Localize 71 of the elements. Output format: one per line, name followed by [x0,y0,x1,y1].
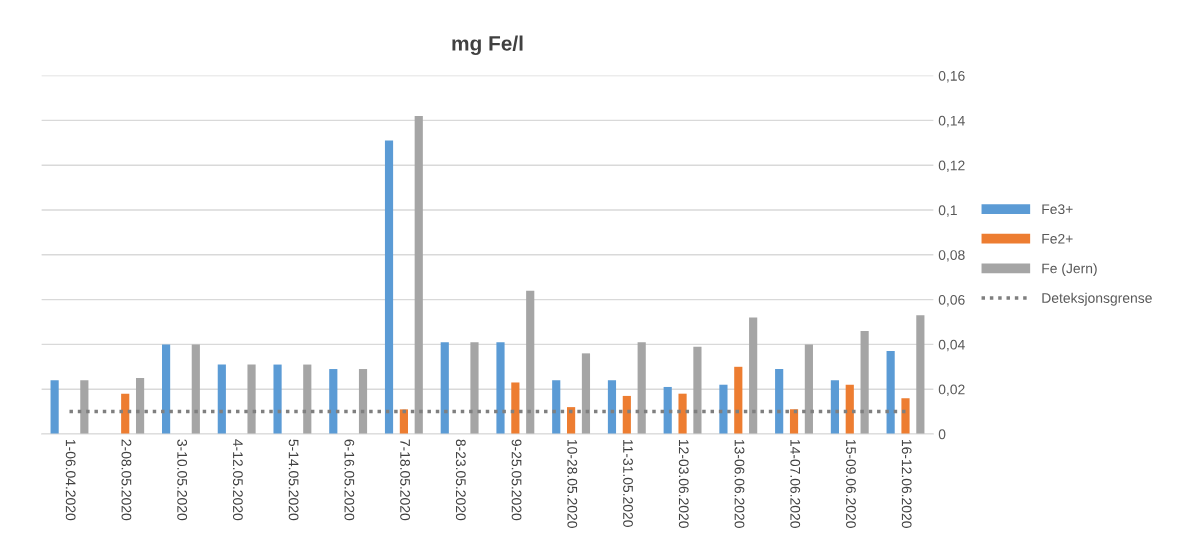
x-tick-label: 14-07.06.2020 [790,439,801,528]
bar [581,353,591,434]
bar [860,330,869,434]
x-tick-label: 11-31.05.2020 [623,439,633,527]
chart-title: mg Fe/l [452,35,523,56]
bar [247,364,256,434]
bar [511,382,520,434]
bar [719,384,728,434]
x-tick-label: 6-16.05.2020 [344,439,355,521]
bar [637,342,646,434]
legend-label: Fe3+ [1042,204,1073,215]
x-tick-label: 10-28.05.2020 [567,439,578,528]
bar [886,351,895,434]
legend-label: Fe (Jern) [1042,263,1097,277]
x-tick-label: 4-12.05.2020 [232,439,243,521]
bar [135,378,145,434]
x-tick-label: 12-03.06.2020 [678,439,689,528]
y-tick-label: 0,14 [938,115,965,128]
x-tick-label: 7-18.05.2020 [400,439,410,521]
x-tick-label: 5-14.05.2020 [288,439,299,521]
bar [329,369,338,434]
y-tick-label: 0 [938,429,946,440]
bar [607,380,617,434]
bar [678,393,687,434]
bar [217,364,226,434]
bar [693,346,702,434]
x-tick-label: 2-08.05.2020 [121,439,132,521]
x-tick-label: 3-10.05.2020 [177,439,188,521]
y-tick-label: 0,02 [938,384,965,397]
x-tick-label: 9-25.05.2020 [511,439,522,521]
bar [399,409,408,434]
bar [526,290,535,434]
bar [804,344,813,434]
bar [440,342,449,434]
bar [552,380,561,434]
y-tick-label: 0,08 [938,250,965,262]
bar [414,115,423,434]
bar [358,369,368,434]
legend-label: Fe2+ [1042,233,1073,244]
bar [50,380,59,434]
bar [775,369,784,434]
bar [162,344,171,434]
bar [845,384,854,434]
y-tick-label: 0,16 [938,70,965,83]
bar [622,395,631,434]
x-tick-label: 8-23.05.2020 [455,439,466,521]
bar [191,344,200,434]
bar [567,407,576,434]
x-tick-label: 15-09.06.2020 [846,439,856,528]
x-tick-label: 13-06.06.2020 [734,439,745,528]
bar [80,380,89,434]
bar [734,366,743,434]
y-tick-label: 0,04 [938,339,965,352]
bar [749,317,758,434]
x-tick-label: 1-06.04.2020 [65,439,76,521]
x-tick-label: 16-12.06.2020 [901,439,912,528]
legend-label: Deteksjonsgrense [1042,292,1152,306]
y-tick-label: 0,12 [938,160,965,173]
bar [663,386,672,434]
bar [384,140,394,434]
bar [789,409,799,434]
bar [303,364,312,434]
bar [470,342,479,434]
bar [121,393,130,434]
bar [916,315,925,434]
bar [273,364,282,434]
y-tick-label: 0,1 [938,205,957,217]
bar [901,398,910,434]
bar [830,380,839,434]
y-tick-label: 0,06 [938,294,965,307]
bar [496,342,505,434]
